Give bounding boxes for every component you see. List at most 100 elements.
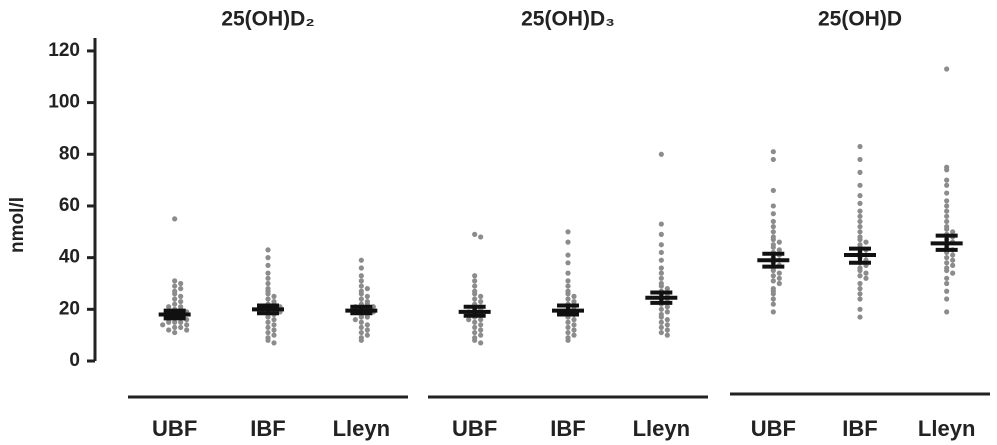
data-point	[776, 247, 782, 253]
data-point	[172, 291, 178, 297]
data-point	[658, 265, 664, 271]
data-point	[565, 337, 571, 343]
data-point	[160, 322, 166, 328]
data-point	[358, 296, 364, 302]
data-point	[857, 169, 863, 175]
data-point	[664, 286, 670, 292]
data-point	[364, 286, 370, 292]
data-point	[271, 332, 277, 338]
x-tick-label: UBF	[152, 416, 197, 441]
y-tick-label: 60	[59, 195, 80, 216]
data-point	[944, 267, 950, 274]
data-point	[178, 324, 184, 331]
x-tick-label: Lleyn	[333, 416, 390, 441]
data-point	[358, 265, 364, 271]
data-point	[571, 298, 577, 305]
data-point	[265, 296, 271, 302]
data-point	[658, 329, 664, 336]
y-tick-label: 20	[59, 298, 80, 319]
data-point	[478, 234, 484, 240]
data-point	[664, 309, 670, 315]
data-point	[944, 309, 950, 315]
data-point	[472, 278, 478, 284]
data-point	[172, 329, 178, 336]
data-point	[857, 182, 863, 188]
data-point	[950, 229, 956, 235]
data-point	[658, 324, 664, 331]
data-point	[770, 291, 776, 297]
data-point	[857, 229, 863, 235]
data-point	[565, 329, 571, 336]
y-axis-label: nmol/l	[7, 197, 28, 253]
data-point	[658, 270, 664, 276]
data-point	[565, 239, 571, 245]
y-tick-label: 80	[59, 143, 80, 164]
data-point	[364, 322, 370, 328]
data-point	[565, 324, 571, 331]
data-point	[172, 301, 178, 307]
data-point	[770, 149, 776, 155]
data-point	[658, 231, 664, 237]
data-point	[571, 322, 577, 328]
data-point	[178, 319, 184, 325]
data-point	[944, 280, 950, 287]
y-tick-label: 40	[59, 247, 80, 268]
data-point	[571, 317, 577, 323]
data-point	[565, 260, 571, 266]
data-point	[358, 273, 364, 279]
data-point	[358, 278, 364, 284]
data-point	[265, 329, 271, 336]
data-point	[265, 255, 271, 261]
data-point	[172, 283, 178, 289]
data-point	[172, 296, 178, 302]
data-point	[944, 296, 950, 302]
data-point	[364, 327, 370, 333]
data-point	[565, 291, 571, 297]
x-tick-label: Lleyn	[918, 416, 975, 441]
data-point	[178, 298, 184, 305]
data-point	[358, 283, 364, 289]
data-point	[658, 283, 664, 289]
data-point	[478, 317, 484, 323]
data-point	[944, 203, 950, 209]
data-point	[172, 216, 178, 222]
data-point	[857, 200, 863, 206]
data-point	[776, 280, 782, 287]
data-point	[658, 275, 664, 281]
data-point	[478, 298, 484, 305]
data-point	[565, 319, 571, 325]
data-point	[950, 257, 956, 263]
data-point	[944, 66, 950, 72]
data-point	[178, 293, 184, 299]
data-point	[944, 226, 950, 232]
data-point	[265, 324, 271, 331]
data-point	[166, 319, 172, 325]
y-tick-label: 120	[48, 40, 80, 61]
data-point	[658, 221, 664, 227]
data-point	[944, 167, 950, 173]
data-point	[172, 278, 178, 284]
data-point	[271, 322, 277, 328]
data-point	[664, 304, 670, 310]
data-point	[364, 314, 370, 320]
data-point	[664, 332, 670, 338]
data-point	[857, 296, 863, 302]
data-point	[857, 218, 863, 225]
data-point	[172, 319, 178, 325]
data-point	[358, 314, 364, 320]
data-point	[184, 327, 190, 333]
data-point	[770, 187, 776, 194]
data-point	[565, 270, 571, 276]
x-tick-label: IBF	[842, 416, 877, 441]
data-point	[770, 156, 776, 163]
panel-title: 25(OH)D₂	[221, 8, 314, 31]
data-point	[265, 291, 271, 297]
data-point	[565, 278, 571, 284]
x-tick-label: IBF	[550, 416, 585, 441]
data-point	[565, 283, 571, 289]
data-point	[184, 322, 190, 328]
data-point	[770, 301, 776, 307]
data-point	[776, 275, 782, 281]
data-point	[857, 236, 863, 243]
data-point	[265, 319, 271, 325]
